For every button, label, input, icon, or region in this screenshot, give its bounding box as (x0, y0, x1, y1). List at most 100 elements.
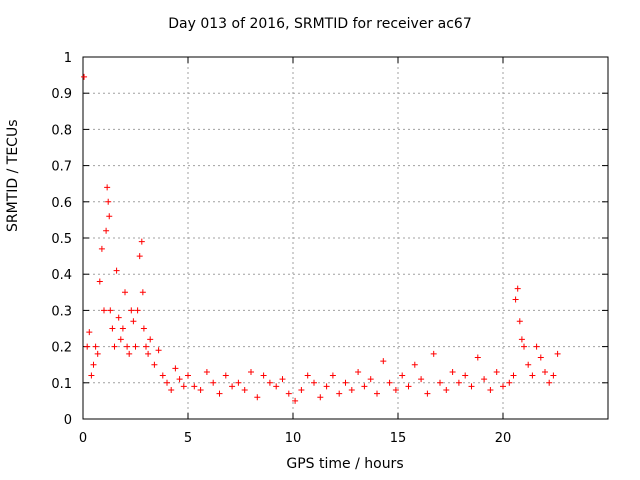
y-tick-label: 1 (64, 51, 72, 66)
data-point (119, 325, 126, 332)
data-point (98, 245, 105, 252)
y-axis-label: SRMTID / TECUs (5, 119, 21, 233)
y-tick-label: 0.4 (51, 268, 72, 283)
y-tick-label: 0.9 (51, 87, 72, 102)
data-point (254, 394, 261, 401)
data-point (367, 376, 374, 383)
data-point (311, 379, 317, 386)
data-point (151, 361, 158, 368)
x-tick-label: 20 (495, 431, 512, 446)
data-point (329, 372, 336, 379)
y-tick-labels: 0 0.1 0.2 0.3 0.4 0.5 0.6 0.7 0.8 0.9 1 (51, 51, 72, 428)
data-point (443, 387, 450, 394)
data-point (487, 387, 494, 394)
data-point (101, 307, 107, 314)
x-axis-label: GPS time / hours (286, 456, 404, 472)
data-point (392, 387, 399, 394)
y-tick-label: 0.6 (51, 196, 72, 211)
y-tick-label: 0.7 (51, 160, 72, 175)
data-point (136, 253, 143, 260)
data-point (107, 307, 114, 314)
data-point (374, 390, 380, 397)
y-tick-label: 0.2 (51, 341, 72, 356)
data-point (317, 394, 324, 401)
data-point (537, 354, 544, 361)
x-tick-label: 5 (184, 431, 192, 446)
data-point (336, 390, 343, 397)
data-point (145, 350, 152, 357)
data-point (424, 390, 431, 397)
data-point (168, 387, 175, 394)
data-point (86, 329, 93, 336)
data-point (88, 372, 95, 379)
data-point (172, 365, 179, 372)
data-point (514, 285, 521, 292)
data-point (348, 387, 355, 394)
data-point (468, 383, 475, 390)
data-point (455, 379, 462, 386)
data-point (111, 343, 118, 350)
data-points (81, 73, 561, 404)
data-point (90, 361, 97, 368)
data-point (180, 383, 187, 390)
data-point (437, 379, 443, 386)
data-point (399, 372, 406, 379)
data-point (203, 368, 210, 375)
data-point (210, 379, 217, 386)
data-point (126, 350, 133, 357)
data-point (128, 307, 135, 314)
data-point (229, 383, 236, 390)
data-point (273, 383, 280, 390)
data-point (533, 343, 540, 350)
data-point (554, 350, 561, 357)
data-point (103, 227, 110, 234)
data-point (279, 376, 286, 383)
data-point (386, 379, 393, 386)
data-point (474, 354, 481, 361)
data-point (81, 73, 88, 80)
data-point (285, 390, 292, 397)
data-point (525, 361, 532, 368)
data-point (248, 368, 254, 375)
data-point (449, 368, 456, 375)
data-point (529, 372, 536, 379)
data-point (122, 289, 128, 296)
data-point (94, 350, 101, 357)
data-point (235, 379, 242, 386)
data-point (84, 343, 91, 350)
data-point (506, 379, 513, 386)
data-point (500, 383, 506, 390)
data-point (109, 325, 116, 332)
x-tick-labels: 0 5 10 15 20 (79, 431, 511, 446)
data-point (323, 383, 330, 390)
data-point (292, 397, 299, 404)
x-tick-label: 0 (79, 431, 87, 446)
data-point (147, 336, 154, 343)
data-point (139, 289, 146, 296)
data-point (117, 336, 124, 343)
data-point (304, 372, 311, 379)
data-point (380, 358, 387, 365)
grid-lines (83, 57, 608, 419)
data-point (481, 376, 488, 383)
data-point (361, 383, 368, 390)
data-point (143, 343, 149, 350)
data-point (418, 376, 425, 383)
chart-title: Day 013 of 2016, SRMTID for receiver ac6… (168, 16, 472, 32)
y-tick-label: 0.3 (51, 304, 72, 319)
x-tick-label: 10 (285, 431, 302, 446)
y-tick-label: 0.1 (51, 377, 72, 392)
data-point (516, 318, 523, 325)
data-point (405, 383, 412, 390)
data-point (96, 278, 103, 285)
data-point (550, 372, 557, 379)
data-point (115, 314, 122, 321)
data-point (92, 343, 99, 350)
data-point (430, 350, 437, 357)
tick-marks (82, 56, 608, 420)
data-point (105, 198, 112, 205)
data-point (411, 361, 418, 368)
data-point (164, 379, 170, 386)
data-point (510, 372, 517, 379)
